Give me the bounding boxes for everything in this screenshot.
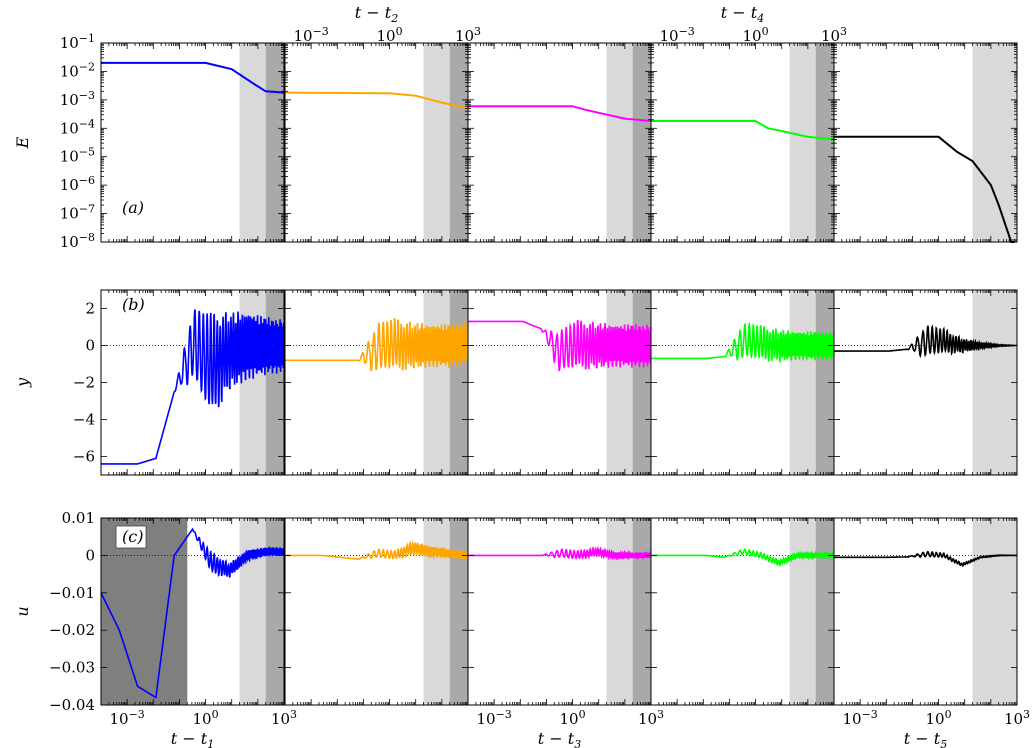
shade-light — [972, 518, 1017, 705]
x-tick-label-top: 10−3 — [659, 25, 694, 45]
x-tick-label: 10−3 — [842, 708, 877, 728]
series-line — [101, 61, 285, 94]
y-axis-title: u — [13, 606, 32, 616]
shade-medium — [815, 43, 834, 242]
x-tick-label-top: 100 — [743, 25, 769, 45]
x-tick-label: 100 — [560, 708, 586, 728]
axes-row-2: 2 0 −2 −4 −6 y (b) — [13, 289, 1018, 476]
shade-medium — [815, 518, 834, 705]
x-tick-label: 100 — [193, 708, 219, 728]
x-tick-label: 103 — [271, 708, 297, 728]
shade-light — [789, 290, 816, 475]
shade-light — [972, 43, 1017, 242]
panel-frame — [100, 517, 285, 706]
y-axis-title: E — [13, 136, 32, 149]
series-row-2 — [101, 309, 1017, 465]
panel-frame — [833, 42, 1018, 243]
x-axis-title-top: t − t2 — [355, 3, 398, 25]
shade-light — [789, 43, 816, 242]
panel-label: (a) — [122, 198, 144, 217]
y-tick-label: −4 — [73, 411, 95, 429]
shade-medium — [265, 518, 284, 705]
series-line — [834, 135, 1015, 243]
series-line — [651, 120, 835, 141]
shade-light — [606, 290, 633, 475]
y-tick-label: 10−8 — [60, 231, 95, 251]
x-tick-label-top: 103 — [455, 25, 481, 45]
series-line — [651, 548, 835, 567]
y-tick-label: 10−1 — [60, 32, 95, 52]
y-tick-label: 0.01 — [62, 509, 95, 527]
series-line — [285, 318, 469, 372]
series-line — [468, 546, 652, 562]
series-line — [101, 309, 285, 465]
x-tick-label-top: 100 — [377, 25, 403, 45]
shade-medium — [449, 43, 468, 242]
y-tick-label: 10−2 — [60, 60, 95, 80]
y-tick-label: 0 — [85, 546, 95, 564]
shade-light — [423, 290, 450, 475]
series-line — [651, 321, 835, 364]
y-tick-label: 10−4 — [60, 117, 95, 137]
panel-label: (c) — [122, 527, 143, 546]
series-line — [285, 540, 469, 560]
x-tick-label-top: 103 — [821, 25, 847, 45]
y-tick-label: −0.03 — [49, 659, 95, 677]
shade-light — [789, 518, 816, 705]
y-axis-title: y — [13, 377, 32, 388]
panel-label-box — [115, 525, 147, 549]
x-tick-label: 10−3 — [476, 708, 511, 728]
x-axis-title: t − t5 — [904, 729, 947, 748]
y-tick-label: 0 — [85, 337, 95, 355]
panel-label: (b) — [122, 295, 145, 314]
x-tick-label: 103 — [638, 708, 664, 728]
shading-row-2 — [239, 290, 1017, 475]
shading-row-3 — [101, 518, 1017, 705]
x-axis-title: t − t1 — [171, 729, 214, 748]
shade-light — [239, 43, 266, 242]
y-tick-label: −0.01 — [49, 584, 95, 602]
series-row-3 — [100, 527, 1017, 699]
y-tick-label: −0.02 — [49, 621, 95, 639]
series-line — [468, 319, 652, 372]
shade-dark — [101, 518, 188, 705]
y-tick-label: 2 — [85, 300, 95, 318]
series-row-1 — [101, 61, 1015, 243]
shading-row-1 — [239, 43, 1017, 242]
y-tick-label: −2 — [73, 374, 95, 392]
shade-light — [972, 290, 1017, 475]
shade-light — [423, 43, 450, 242]
axes-row-1: 10−1 10−2 10−3 10−4 10−5 10−6 10−7 10−8 E (a) — [13, 32, 1018, 251]
shade-medium — [632, 43, 651, 242]
shade-light — [239, 518, 266, 705]
x-axis-title-top: t − t4 — [721, 3, 764, 25]
x-tick-label: 10−3 — [109, 708, 144, 728]
series-line — [284, 91, 469, 110]
x-tick-label: 103 — [1004, 708, 1030, 728]
panel-frame — [833, 517, 1018, 706]
axes-row-3: 0.01 0 −0.01 −0.02 −0.03 −0.04 u (c) — [13, 509, 1018, 714]
y-tick-label: 10−7 — [60, 203, 95, 223]
shade-light — [606, 518, 633, 705]
shade-light — [606, 43, 633, 242]
y-tick-label: −6 — [73, 448, 95, 466]
y-tick-label: 10−6 — [60, 174, 95, 194]
series-line — [834, 324, 1017, 359]
x-tick-label-top: 10−3 — [293, 25, 328, 45]
shade-medium — [632, 518, 651, 705]
shade-light — [423, 518, 450, 705]
y-tick-label: −0.04 — [49, 696, 95, 714]
shade-medium — [449, 518, 468, 705]
x-tick-label: 100 — [926, 708, 952, 728]
y-tick-label: 10−3 — [60, 89, 95, 109]
y-tick-label: 10−5 — [60, 146, 95, 166]
series-line — [834, 550, 1017, 567]
series-line — [468, 105, 652, 122]
series-line — [100, 527, 285, 699]
panel-frame — [100, 42, 285, 243]
x-axis-title: t − t3 — [538, 729, 581, 748]
